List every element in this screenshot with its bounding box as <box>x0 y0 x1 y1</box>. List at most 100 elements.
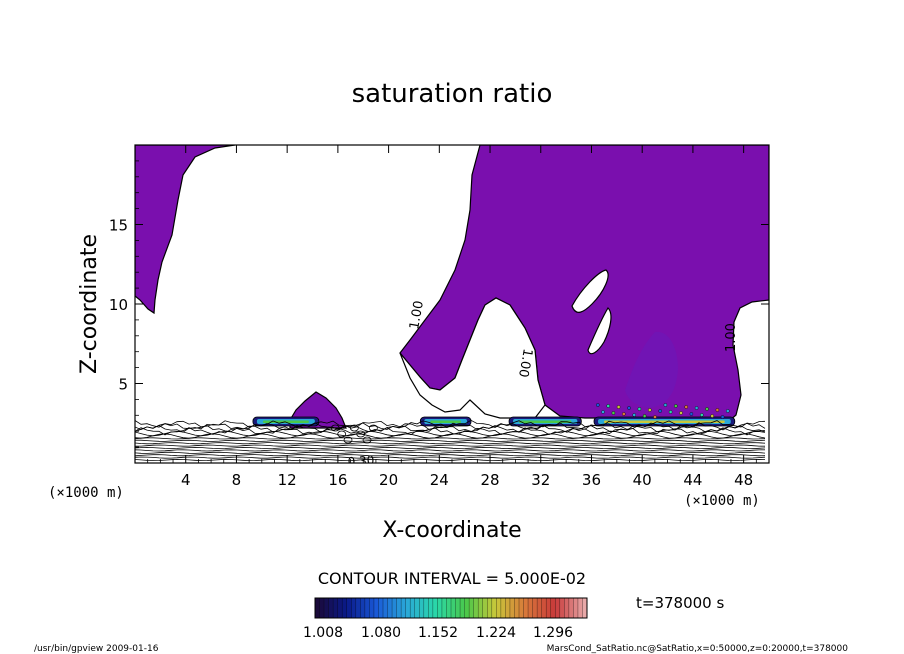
band-speckle <box>684 405 688 409</box>
colorbar-stripe <box>319 598 325 618</box>
terrain-contour-line <box>135 430 766 437</box>
band-core <box>519 420 572 423</box>
colorbar-stripe <box>423 598 429 618</box>
colorbar-stripe <box>460 598 465 618</box>
colorbar-stripe <box>577 598 583 618</box>
colorbar-stripe <box>414 598 420 618</box>
band-speckle <box>601 410 605 414</box>
colorbar-stripe <box>519 598 524 618</box>
dense-patch <box>625 331 678 408</box>
x-tick-label: 44 <box>683 471 702 489</box>
colorbar-stripe <box>405 598 411 618</box>
y-tick-label: 10 <box>109 296 128 314</box>
contour-label: 1.00 <box>515 347 535 378</box>
y-tick-label: 15 <box>109 217 128 235</box>
colorbar-tick-label: 1.296 <box>533 625 573 641</box>
band-speckle <box>632 413 637 417</box>
x-tick-label: 28 <box>480 471 499 489</box>
x-unit-label-left: (×1000 m) <box>48 485 124 501</box>
colorbar-stripe <box>364 598 370 618</box>
colorbar-stripe <box>550 598 556 618</box>
contour-label: 1.00 <box>724 323 739 352</box>
band-speckle <box>699 413 704 417</box>
terrain-contours <box>135 419 766 462</box>
band-speckle <box>611 411 616 415</box>
x-unit-label-right: (×1000 m) <box>684 493 760 509</box>
x-tick-label: 4 <box>181 471 191 489</box>
band-speckle <box>648 408 652 412</box>
x-tick-label: 36 <box>582 471 601 489</box>
colorbar-stripe <box>478 598 484 618</box>
colorbar-stripe <box>523 598 529 618</box>
colorbar-stripe <box>559 598 565 618</box>
band-speckle <box>663 403 668 407</box>
band-speckle <box>705 407 709 411</box>
x-tick-label: 16 <box>328 471 347 489</box>
terrain-contour-line <box>135 442 766 445</box>
colorbar-stripe <box>369 598 375 618</box>
plot-area: 1.00 1.00 1.00 0.30 <box>135 145 769 463</box>
unsaturated-gap <box>399 297 546 419</box>
colorbar-stripe <box>528 598 533 618</box>
x-tick-label: 24 <box>430 471 449 489</box>
colorbar-stripe <box>355 598 361 618</box>
terrain-contour-loop <box>368 424 378 432</box>
colorbar-stripe <box>441 598 447 618</box>
band-speckle <box>720 415 725 419</box>
terrain-contour-line <box>135 458 766 462</box>
x-tick-label: 48 <box>734 471 753 489</box>
colorbar-frame <box>314 597 588 619</box>
band-core <box>430 420 462 423</box>
terrain-contour-line <box>135 449 766 452</box>
x-tick-label: 8 <box>232 471 242 489</box>
colorbar-stripe <box>437 598 443 618</box>
band-speckle <box>653 415 657 419</box>
colorbar-stripe <box>568 598 574 618</box>
x-tick-label: 20 <box>379 471 398 489</box>
colorbar-stripe <box>333 598 338 618</box>
terrain-contour-line <box>135 454 766 457</box>
band-speckle <box>674 404 678 408</box>
colorbar-stripe <box>383 598 388 618</box>
band-speckle <box>658 409 663 413</box>
contour-interval: CONTOUR INTERVAL = 5.000E-02 <box>318 569 586 588</box>
chart-title: saturation ratio <box>352 79 553 109</box>
colorbar-tick-label: 1.008 <box>303 625 343 641</box>
colorbar-stripe <box>564 598 570 618</box>
band-core <box>604 420 725 423</box>
colorbar-stripe <box>496 598 502 618</box>
y-axis-title: Z-coordinate <box>77 234 102 374</box>
colorbar-stripe <box>324 598 329 618</box>
colorbar-stripe <box>451 598 456 618</box>
colorbar-stripe <box>505 598 511 618</box>
band-speckle <box>616 405 621 409</box>
y-axis: 5 10 15 <box>109 160 769 448</box>
colorbar-stripe <box>555 598 561 618</box>
band-speckle <box>622 412 626 416</box>
band-speckle <box>606 404 611 408</box>
footer-left: /usr/bin/gpview 2009-01-16 <box>34 644 159 654</box>
colorbar-stripe <box>410 598 416 618</box>
colorbar-stripe <box>387 598 393 618</box>
colorbar-ticks: 1.008 1.080 1.152 1.224 1.296 <box>303 625 573 641</box>
colorbar-stripe <box>541 598 547 618</box>
colorbar-stripe <box>482 598 488 618</box>
colorbar-stripe <box>582 598 588 618</box>
colorbar-stripe <box>509 598 515 618</box>
terrain-contour-loop <box>337 430 347 438</box>
colorbar-stripe <box>537 598 542 618</box>
colorbar-stripe <box>346 598 352 618</box>
colorbar-stripe <box>419 598 425 618</box>
terrain-contour-loop <box>356 430 366 438</box>
time-label: t=378000 s <box>636 594 724 612</box>
colorbar-tick-label: 1.224 <box>476 625 516 641</box>
terrain-contour-line <box>135 422 766 431</box>
colorbar-tick-label: 1.080 <box>361 625 401 641</box>
colorbar-stripe <box>455 598 461 618</box>
colorbar-stripe <box>532 598 538 618</box>
terrain-contour-line <box>135 437 766 440</box>
colorbar-stripe <box>373 598 379 618</box>
colorbar-stripe <box>337 598 343 618</box>
terrain-contour-line <box>135 446 766 450</box>
